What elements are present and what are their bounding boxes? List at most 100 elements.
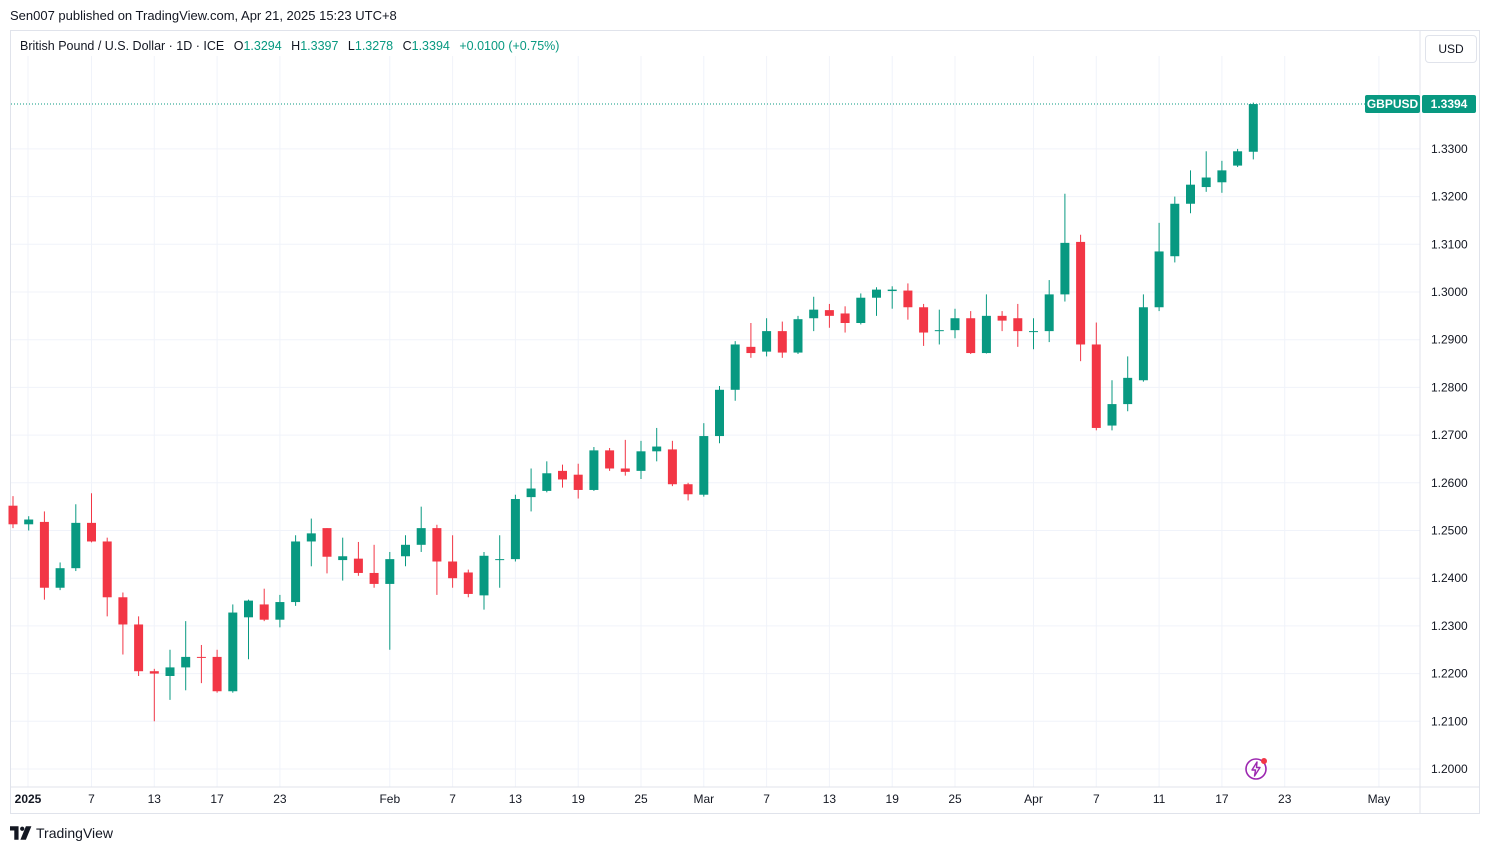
candle-body[interactable]: [1138, 307, 1148, 381]
candle-body[interactable]: [55, 568, 65, 588]
candle-body[interactable]: [950, 318, 960, 331]
candle-body[interactable]: [1186, 184, 1195, 204]
candle-body[interactable]: [322, 528, 332, 557]
candle-body[interactable]: [793, 319, 803, 353]
candle-body[interactable]: [134, 624, 144, 672]
candle-body[interactable]: [746, 346, 756, 354]
time-tick-label: 11: [1153, 792, 1166, 806]
candle-body[interactable]: [1013, 318, 1023, 332]
time-tick-label: 13: [823, 792, 837, 806]
candle-body[interactable]: [526, 488, 536, 498]
candle-body[interactable]: [196, 656, 206, 658]
candle-body[interactable]: [683, 484, 693, 495]
candle-body[interactable]: [275, 602, 285, 620]
candle-body[interactable]: [856, 297, 866, 324]
candle-body[interactable]: [71, 522, 81, 569]
candle-body[interactable]: [353, 558, 363, 573]
candle-body[interactable]: [8, 505, 18, 525]
candle-body[interactable]: [1029, 331, 1038, 333]
candle-body[interactable]: [667, 449, 677, 485]
candle-body[interactable]: [1076, 241, 1086, 345]
candle-body[interactable]: [542, 473, 552, 491]
price-tick-label: 1.2800: [1431, 380, 1468, 394]
lightning-bolt-icon[interactable]: [1244, 757, 1268, 781]
candle-body[interactable]: [777, 331, 787, 353]
candle-body[interactable]: [244, 600, 253, 618]
time-tick-label: 17: [210, 792, 224, 806]
candle-body[interactable]: [228, 612, 238, 692]
candle-body[interactable]: [39, 521, 49, 588]
candle-body[interactable]: [432, 528, 442, 562]
low-label: L: [347, 39, 355, 53]
candle-body[interactable]: [652, 446, 662, 452]
candle-body[interactable]: [715, 389, 724, 437]
candle-body[interactable]: [1170, 203, 1180, 257]
candle-body[interactable]: [1201, 177, 1211, 188]
candle-body[interactable]: [24, 519, 34, 525]
price-tick-label: 1.2900: [1431, 333, 1468, 347]
currency-button[interactable]: USD: [1425, 35, 1477, 63]
candle-body[interactable]: [762, 331, 772, 352]
candle-body[interactable]: [573, 474, 583, 490]
tradingview-logo-icon: [10, 826, 32, 840]
candle-body[interactable]: [212, 656, 222, 692]
candle-body[interactable]: [636, 451, 646, 471]
candle-body[interactable]: [118, 597, 128, 625]
time-tick-label: 25: [634, 792, 648, 806]
candle-body[interactable]: [1091, 344, 1101, 428]
candle-body[interactable]: [259, 604, 269, 620]
candle-body[interactable]: [1044, 294, 1054, 332]
candle-body[interactable]: [1107, 404, 1117, 426]
high-label: H: [291, 39, 301, 53]
candle-body[interactable]: [605, 450, 615, 469]
candle-body[interactable]: [997, 315, 1007, 321]
candle-body[interactable]: [369, 572, 379, 584]
candle-body[interactable]: [448, 561, 458, 579]
candle-body[interactable]: [1233, 151, 1243, 166]
price-tick-label: 1.3300: [1431, 142, 1468, 156]
candle-body[interactable]: [809, 309, 819, 319]
candle-body[interactable]: [291, 541, 301, 603]
symbol-name[interactable]: British Pound / U.S. Dollar · 1D · ICE: [20, 39, 225, 53]
candle-body[interactable]: [495, 559, 505, 561]
time-tick-label: Apr: [1024, 792, 1043, 806]
candle-body[interactable]: [589, 450, 599, 490]
candle-body[interactable]: [903, 290, 913, 308]
candle-body[interactable]: [872, 289, 881, 298]
candle-body[interactable]: [919, 307, 929, 333]
price-tick-label: 1.2400: [1431, 571, 1468, 585]
candle-body[interactable]: [306, 533, 316, 542]
candle-body[interactable]: [416, 528, 426, 545]
candle-body[interactable]: [1248, 104, 1258, 152]
time-tick-label: May: [1368, 792, 1391, 806]
candle-body[interactable]: [87, 522, 96, 542]
candle-body[interactable]: [840, 313, 850, 324]
candle-body[interactable]: [620, 468, 630, 472]
time-tick-label: 23: [1278, 792, 1292, 806]
candle-body[interactable]: [338, 556, 348, 561]
candle-body[interactable]: [165, 667, 175, 676]
candle-body[interactable]: [510, 499, 520, 560]
candle-body[interactable]: [181, 656, 191, 668]
candle-body[interactable]: [730, 344, 740, 390]
candle-body[interactable]: [463, 572, 473, 594]
candle-body[interactable]: [401, 544, 410, 557]
candle-body[interactable]: [479, 555, 489, 596]
candle-body[interactable]: [102, 541, 112, 598]
candle-body[interactable]: [1217, 170, 1227, 183]
candle-body[interactable]: [1060, 242, 1070, 295]
candle-body[interactable]: [385, 559, 395, 584]
candle-body[interactable]: [1123, 377, 1133, 405]
candle-body[interactable]: [699, 436, 709, 495]
candle-body[interactable]: [149, 671, 159, 674]
candle-body[interactable]: [824, 310, 834, 316]
tradingview-logo[interactable]: TradingView: [10, 825, 113, 841]
candle-body[interactable]: [981, 315, 991, 354]
candle-body[interactable]: [966, 318, 976, 354]
time-tick-label: 2025: [15, 792, 42, 806]
candle-body[interactable]: [887, 289, 897, 292]
candle-body[interactable]: [1154, 251, 1164, 308]
candle-body[interactable]: [934, 330, 944, 332]
candle-body[interactable]: [558, 470, 567, 480]
